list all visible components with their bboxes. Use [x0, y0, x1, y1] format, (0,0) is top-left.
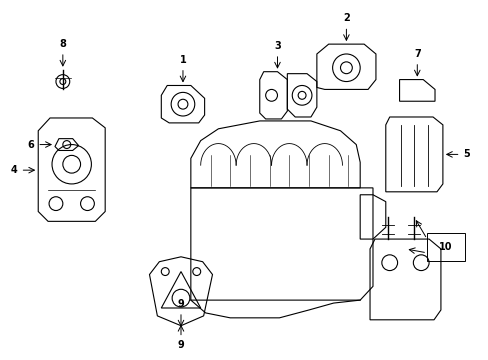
Text: 2: 2: [342, 13, 349, 23]
Text: 9: 9: [177, 341, 184, 351]
Text: 4: 4: [11, 165, 18, 175]
Text: 10: 10: [438, 242, 452, 252]
Text: 9: 9: [177, 299, 184, 309]
Text: 5: 5: [463, 149, 469, 159]
Text: 6: 6: [27, 140, 34, 149]
Text: 3: 3: [274, 41, 280, 51]
Text: 8: 8: [59, 39, 66, 49]
Text: 1: 1: [179, 55, 186, 65]
Text: 7: 7: [413, 49, 420, 59]
